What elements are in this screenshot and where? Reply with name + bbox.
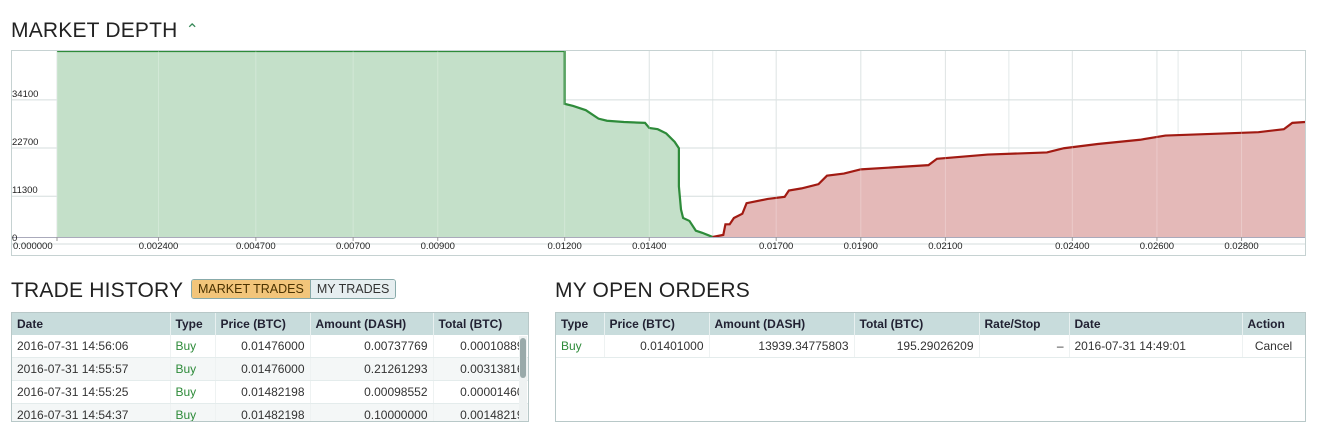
open-orders-title: MY OPEN ORDERS [555, 279, 750, 302]
trade-history-table: Date Type Price (BTC) Amount (DASH) Tota… [11, 312, 529, 422]
trade-history-scrollbar[interactable] [519, 336, 527, 421]
col-amount[interactable]: Amount (DASH) [310, 313, 434, 335]
table-row: 2016-07-31 14:56:06 Buy 0.01476000 0.007… [12, 335, 528, 358]
market-depth-title: MARKET DEPTH ⌃ [11, 19, 199, 43]
trade-total: 0.00010889 [433, 335, 528, 358]
y-tick-label: 0 [12, 233, 17, 244]
x-tick-label: 0.02400 [1055, 241, 1089, 252]
x-tick-label: 0.002400 [139, 241, 179, 252]
order-type: Buy [556, 335, 605, 358]
trade-type: Buy [170, 403, 216, 421]
x-tick-label: 0.02100 [928, 241, 962, 252]
trade-price: 0.01482198 [215, 403, 311, 421]
order-total: 195.29026209 [854, 335, 980, 358]
order-price: 0.01401000 [604, 335, 710, 358]
x-tick-label: 0.01400 [632, 241, 666, 252]
x-tick-label: 0.02800 [1224, 241, 1258, 252]
order-amount: 13939.34775803 [709, 335, 855, 358]
col-type[interactable]: Type [556, 313, 605, 335]
trade-price: 0.01482198 [215, 380, 311, 404]
order-rate-stop: – [979, 335, 1070, 358]
trade-total: 0.00148219 [433, 403, 528, 421]
bids-area [57, 51, 713, 237]
col-price[interactable]: Price (BTC) [604, 313, 710, 335]
y-tick-label: 22700 [12, 137, 38, 148]
trade-history-title: TRADE HISTORY [11, 279, 184, 302]
my-trades-tab[interactable]: MY TRADES [310, 280, 396, 298]
trade-type: Buy [170, 380, 216, 404]
col-price[interactable]: Price (BTC) [215, 313, 311, 335]
x-tick-label: 0.01900 [844, 241, 878, 252]
trade-type: Buy [170, 357, 216, 381]
col-action: Action [1242, 313, 1305, 335]
trade-type: Buy [170, 335, 216, 358]
x-tick-label: 0.00700 [336, 241, 370, 252]
asks-line [712, 120, 1305, 239]
market-depth-chart: 34100 22700 11300 0 0.000000 0.002400 0.004700… [11, 50, 1306, 256]
trade-price: 0.01476000 [215, 357, 311, 381]
x-tick-label: 0.000000 [13, 241, 53, 252]
x-tick-label: 0.004700 [236, 241, 276, 252]
col-total[interactable]: Total (BTC) [433, 313, 528, 335]
col-amount[interactable]: Amount (DASH) [709, 313, 855, 335]
order-date: 2016-07-31 14:49:01 [1069, 335, 1243, 358]
x-tick-label: 0.01200 [547, 241, 581, 252]
asks-area [712, 122, 1305, 237]
x-tick-label: 0.00900 [421, 241, 455, 252]
trade-history-toggle: MARKET TRADES MY TRADES [191, 279, 397, 299]
trade-amount: 0.21261293 [310, 357, 434, 381]
x-tick-label: 0.02600 [1140, 241, 1174, 252]
col-total[interactable]: Total (BTC) [854, 313, 980, 335]
trade-amount: 0.00098552 [310, 380, 434, 404]
col-date[interactable]: Date [1069, 313, 1243, 335]
market-trades-tab[interactable]: MARKET TRADES [192, 280, 311, 298]
market-depth-title-text: MARKET DEPTH [11, 19, 178, 42]
open-orders-table: Type Price (BTC) Amount (DASH) Total (BT… [555, 312, 1306, 422]
y-tick-label: 11300 [12, 185, 38, 196]
table-header-row: Date Type Price (BTC) Amount (DASH) Tota… [12, 313, 528, 335]
trade-date: 2016-07-31 14:54:37 [12, 403, 171, 421]
collapse-caret-icon[interactable]: ⌃ [185, 22, 200, 39]
trade-amount: 0.00737769 [310, 335, 434, 358]
table-row: 2016-07-31 14:55:57 Buy 0.01476000 0.212… [12, 357, 528, 381]
table-row: 2016-07-31 14:55:25 Buy 0.01482198 0.000… [12, 380, 528, 404]
table-header-row: Type Price (BTC) Amount (DASH) Total (BT… [556, 313, 1305, 335]
depth-chart-svg: 34100 22700 11300 00.000000 0.002400 0.004700… [12, 51, 1305, 252]
trade-date: 2016-07-31 14:56:06 [12, 335, 171, 358]
trade-date: 2016-07-31 14:55:57 [12, 357, 171, 381]
table-row: Buy 0.01401000 13939.34775803 195.290262… [556, 335, 1305, 358]
x-tick-label: 0.01700 [759, 241, 793, 252]
trade-date: 2016-07-31 14:55:25 [12, 380, 171, 404]
y-tick-label: 34100 [12, 89, 38, 100]
cancel-order-button[interactable]: Cancel [1242, 335, 1305, 358]
col-type[interactable]: Type [170, 313, 216, 335]
scrollbar-thumb[interactable] [520, 338, 526, 378]
col-rate-stop[interactable]: Rate/Stop [979, 313, 1070, 335]
trade-total: 0.00001460 [433, 380, 528, 404]
col-date[interactable]: Date [12, 313, 171, 335]
trade-total: 0.00313816 [433, 357, 528, 381]
table-row: 2016-07-31 14:54:37 Buy 0.01482198 0.100… [12, 403, 528, 421]
bids-line [57, 51, 714, 239]
trade-price: 0.01476000 [215, 335, 311, 358]
trade-amount: 0.10000000 [310, 403, 434, 421]
